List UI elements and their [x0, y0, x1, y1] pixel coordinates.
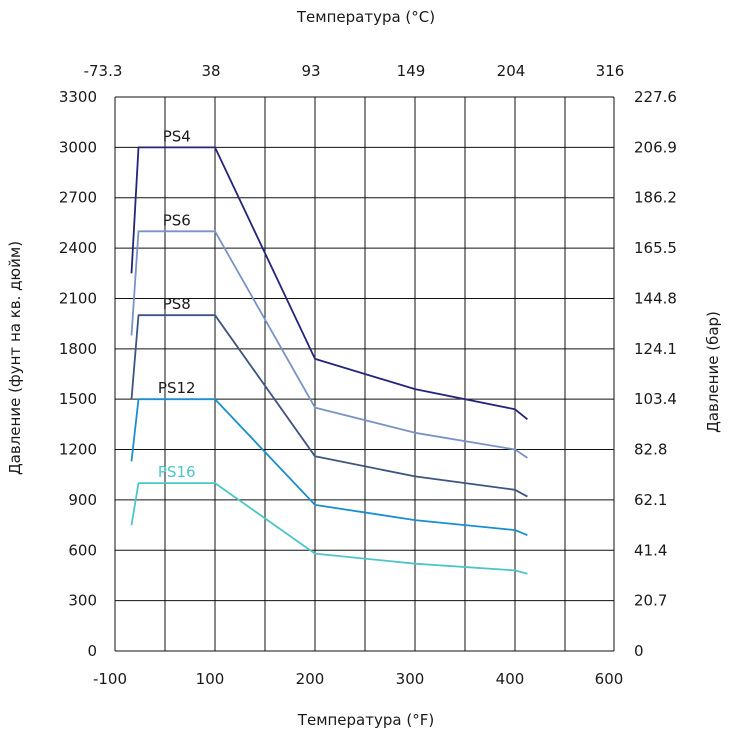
series-lines: [130, 146, 528, 575]
y-tick-right-7: 144.8: [634, 289, 677, 307]
y-tick-right-6: 124.1: [634, 340, 677, 358]
y-tick-right-4: 82.8: [634, 441, 667, 459]
y-tick-right-9: 186.2: [634, 189, 677, 207]
series-line-ps6: [130, 230, 528, 459]
y-tick-left-1: 300: [68, 592, 97, 610]
y-tick-left-11: 3300: [59, 88, 97, 106]
x-tick-top-5: 316: [596, 62, 625, 80]
y-tick-left-2: 600: [68, 541, 97, 559]
y-tick-left-10: 3000: [59, 138, 97, 156]
series-label-ps8: PS8: [163, 295, 191, 313]
y-tick-right-5: 103.4: [634, 390, 677, 408]
x-tick-bottom-3: 300: [396, 670, 425, 688]
series-label-ps16: PS16: [158, 463, 196, 481]
series-labels: PS4 PS6 PS8 PS12 PS16: [158, 127, 196, 481]
x-tick-top-4: 204: [497, 62, 526, 80]
y-tick-right-1: 20.7: [634, 592, 667, 610]
x-tick-bottom-5: 600: [595, 670, 624, 688]
y-tick-left-6: 1800: [59, 340, 97, 358]
series-line-ps8: [130, 314, 528, 498]
y-tick-right-3: 62.1: [634, 491, 667, 509]
series-line-ps4: [130, 146, 528, 421]
x-tick-bottom-1: 100: [196, 670, 225, 688]
y-tick-left-7: 2100: [59, 289, 97, 307]
y-tick-left-0: 0: [87, 642, 97, 660]
right-axis-title: Давление (бар): [704, 311, 722, 433]
x-tick-top-1: 38: [201, 62, 220, 80]
y-tick-left-5: 1500: [59, 390, 97, 408]
x-tick-top-0: -73.3: [84, 62, 123, 80]
y-tick-right-11: 227.6: [634, 88, 677, 106]
x-tick-bottom-4: 400: [496, 670, 525, 688]
top-axis-title: Температура (°C): [296, 8, 435, 26]
x-tick-bottom-0: -100: [93, 670, 127, 688]
series-line-ps16: [130, 482, 528, 575]
y-tick-left-9: 2700: [59, 189, 97, 207]
series-label-ps12: PS12: [158, 379, 196, 397]
x-tick-top-2: 93: [301, 62, 320, 80]
tick-labels: 0 0 300 20.7 600 41.4 900 62.1 1200 82.8 1500 103.4…: [59, 62, 677, 688]
y-tick-right-0: 0: [634, 642, 644, 660]
x-tick-top-3: 149: [397, 62, 426, 80]
y-tick-left-3: 900: [68, 491, 97, 509]
x-tick-bottom-2: 200: [296, 670, 325, 688]
y-tick-right-10: 206.9: [634, 138, 677, 156]
bottom-axis-title: Температура (°F): [297, 711, 434, 729]
series-label-ps6: PS6: [163, 211, 191, 229]
y-tick-left-4: 1200: [59, 441, 97, 459]
left-axis-title: Давление (фунт на кв. дюйм): [6, 241, 24, 475]
series-line-ps12: [130, 398, 528, 537]
y-tick-right-2: 41.4: [634, 541, 667, 559]
y-tick-left-8: 2400: [59, 239, 97, 257]
y-tick-right-8: 165.5: [634, 239, 677, 257]
series-label-ps4: PS4: [163, 127, 191, 145]
